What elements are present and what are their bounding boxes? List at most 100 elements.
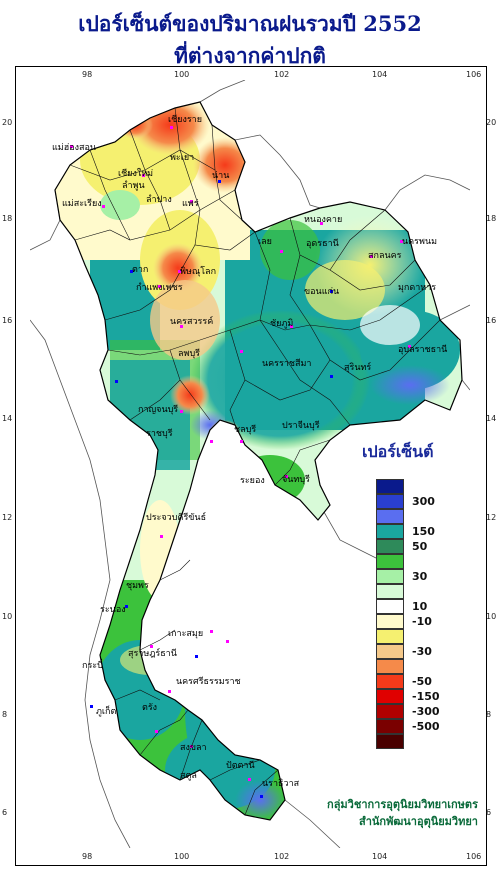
province-label: อุดรธานี <box>306 239 339 249</box>
x-tick-top: 104 <box>372 70 388 79</box>
province-label: ขอนแก่น <box>304 287 340 297</box>
province-label: สุราษฎร์ธานี <box>128 649 177 659</box>
province-label: ภูเก็ต <box>96 707 117 717</box>
province-label: จันทบุรี <box>282 475 310 485</box>
x-tick-bottom: 104 <box>372 852 388 861</box>
province-label: เชียงใหม่ <box>118 169 154 179</box>
province-label: ชุมพร <box>126 581 149 591</box>
province-label: ระนอง <box>100 605 126 615</box>
y-tick-left: 16 <box>2 316 13 325</box>
map-frame <box>15 66 487 866</box>
legend-swatch <box>376 659 404 674</box>
province-label: แพร่ <box>182 199 199 209</box>
province-label: พิษณุโลก <box>180 267 217 277</box>
legend-label: -500 <box>412 720 440 733</box>
legend-swatch <box>376 614 404 629</box>
legend-label: 150 <box>412 525 435 538</box>
legend-title: เปอร์เซ็นต์ <box>362 442 434 461</box>
province-label: ราชบุรี <box>146 429 173 439</box>
province-label: ชลบุรี <box>234 425 257 435</box>
legend-label: 300 <box>412 495 435 508</box>
province-label: เชียงราย <box>168 115 203 125</box>
legend-swatch <box>376 509 404 524</box>
y-tick-right: 18 <box>486 214 497 223</box>
province-label: นราธิวาส <box>262 779 300 789</box>
legend-swatch <box>376 539 404 554</box>
x-tick-top: 98 <box>82 70 93 79</box>
province-label: ปราจีนบุรี <box>282 421 320 431</box>
y-tick-left: 20 <box>2 118 13 127</box>
province-label: อุบลราชธานี <box>398 345 448 355</box>
province-label: เลย <box>258 237 272 247</box>
y-tick-right: 8 <box>486 710 492 719</box>
y-tick-right: 6 <box>486 808 492 817</box>
province-label: ประจวบคีรีขันธ์ <box>146 513 207 523</box>
footer-agency-group: กลุ่มวิชาการอุตุนิยมวิทยาเกษตร <box>327 798 478 811</box>
y-tick-right: 14 <box>486 414 497 423</box>
map-title-line2: ที่ต่างจากค่าปกติ <box>174 43 326 68</box>
province-label: นครศรีธรรมราช <box>176 677 241 687</box>
province-label: กำแพงเพชร <box>136 283 183 293</box>
province-label: ระยอง <box>240 476 265 486</box>
y-tick-right: 16 <box>486 316 497 325</box>
x-tick-bottom: 102 <box>274 852 290 861</box>
legend-colorbar <box>376 479 404 749</box>
legend-swatch <box>376 704 404 719</box>
legend-swatch <box>376 734 404 749</box>
province-label: สกลนคร <box>368 251 402 261</box>
legend-label: -150 <box>412 690 440 703</box>
x-tick-bottom: 106 <box>466 852 482 861</box>
province-label: นครพนม <box>402 237 438 247</box>
legend-swatch <box>376 554 404 569</box>
province-label: กาญจนบุรี <box>138 405 179 415</box>
legend-swatch <box>376 569 404 584</box>
province-label: นครราชสีมา <box>262 359 312 369</box>
province-label: สุรินทร์ <box>344 363 372 373</box>
y-tick-right: 12 <box>486 513 497 522</box>
map-title-line1: เปอร์เซ็นต์ของปริมาณฝนรวมปี 2552 <box>78 11 422 36</box>
province-label: แม่ฮ่องสอน <box>52 143 97 153</box>
x-tick-top: 100 <box>174 70 190 79</box>
legend-swatch <box>376 689 404 704</box>
legend-swatch <box>376 524 404 539</box>
province-label: สงขลา <box>180 743 207 753</box>
province-label: ปัตตานี <box>226 761 255 771</box>
province-label: กระบี่ <box>82 661 103 671</box>
legend-label: 30 <box>412 570 428 583</box>
province-label: มุกดาหาร <box>398 283 437 293</box>
province-label: หนองคาย <box>304 215 343 225</box>
y-tick-left: 6 <box>2 808 8 817</box>
legend-swatch <box>376 494 404 509</box>
y-tick-right: 10 <box>486 612 497 621</box>
province-label: ตาก <box>132 265 149 275</box>
legend-swatch <box>376 719 404 734</box>
x-tick-bottom: 100 <box>174 852 190 861</box>
legend-swatch <box>376 644 404 659</box>
province-label: ตรัง <box>142 703 158 713</box>
y-tick-left: 18 <box>2 214 13 223</box>
province-label: ลพบุรี <box>178 349 200 359</box>
y-tick-left: 10 <box>2 612 13 621</box>
legend-swatch <box>376 629 404 644</box>
rainfall-map <box>30 80 470 848</box>
province-label: แม่สะเรียง <box>62 199 102 209</box>
legend-label: -300 <box>412 705 440 718</box>
legend-label: -50 <box>412 675 432 688</box>
province-label: เกาะสมุย <box>168 629 204 639</box>
legend-label: 50 <box>412 540 428 553</box>
legend-swatch <box>376 584 404 599</box>
x-tick-top: 102 <box>274 70 290 79</box>
y-tick-left: 12 <box>2 513 13 522</box>
province-label: สตูล <box>180 771 197 781</box>
y-tick-right: 20 <box>486 118 497 127</box>
province-label: น่าน <box>212 171 230 181</box>
legend-label: 10 <box>412 600 428 613</box>
thailand-outline <box>54 101 463 821</box>
province-label: ลำพูน <box>122 181 145 191</box>
y-tick-left: 8 <box>2 710 8 719</box>
province-label: ชัยภูมิ <box>270 319 294 329</box>
province-label: ลำปาง <box>146 195 172 205</box>
legend-label: -30 <box>412 645 432 658</box>
y-tick-left: 14 <box>2 414 13 423</box>
station-markers <box>70 126 411 798</box>
